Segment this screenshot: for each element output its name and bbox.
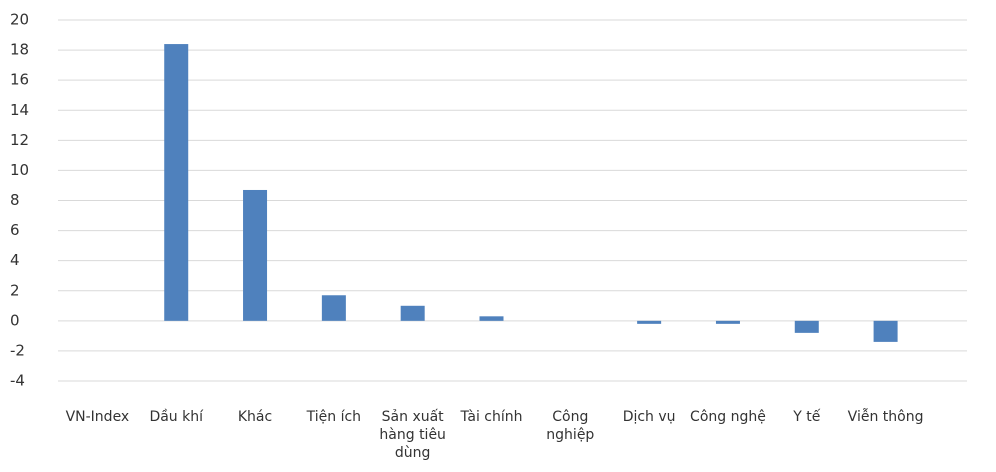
x-tick-label: Công nghiệp [546,409,595,443]
x-tick-label: Khác [237,409,273,425]
x-tick-label: VN-Index [65,409,130,425]
y-tick-label: 12 [10,131,29,149]
bar [243,189,268,321]
bar [400,305,425,321]
y-tick-label: 14 [10,101,29,119]
y-tick-label: -4 [10,372,25,390]
y-tick-label: 18 [10,41,29,59]
y-tick-label: 10 [10,161,29,179]
x-tick-label: Dầu khí [149,409,203,425]
bar [873,320,898,342]
y-tick-label: 6 [10,221,20,239]
x-tick-label: Dịch vụ [622,409,676,425]
y-tick-label: 20 [10,11,29,29]
y-tick-label: 2 [10,281,20,299]
bar [164,44,189,321]
bar [479,316,504,321]
y-tick-label: 4 [10,251,20,269]
bar [794,320,819,333]
x-tick-label: Tài chính [460,409,523,425]
y-tick-label: -2 [10,341,25,359]
bar [637,320,662,324]
y-tick-label: 16 [10,71,29,89]
x-tick-label: Công nghệ [690,409,766,425]
x-tick-label: Sản xuất hàng tiêu dùng [379,409,446,461]
y-tick-label: 8 [10,191,20,209]
x-tick-label: Tiện ích [306,409,362,425]
x-tick-label: Y tế [793,409,821,425]
bar [715,320,740,324]
y-tick-label: 0 [10,311,20,329]
bar [321,295,346,321]
x-tick-label: Viễn thông [847,409,924,425]
